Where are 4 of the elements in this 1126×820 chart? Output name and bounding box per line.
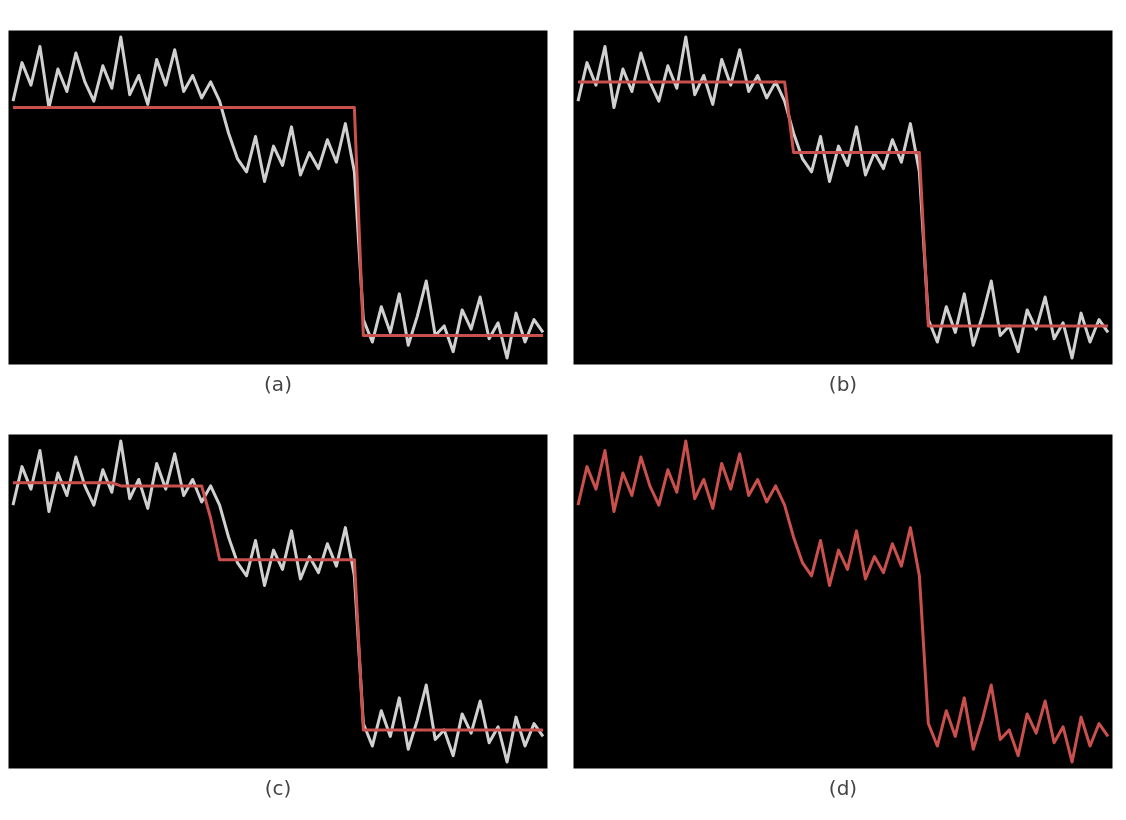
text: (c) — [264, 775, 292, 800]
text: (d) — [828, 775, 858, 800]
text: (a) — [264, 371, 292, 396]
text: (b) — [828, 371, 858, 396]
